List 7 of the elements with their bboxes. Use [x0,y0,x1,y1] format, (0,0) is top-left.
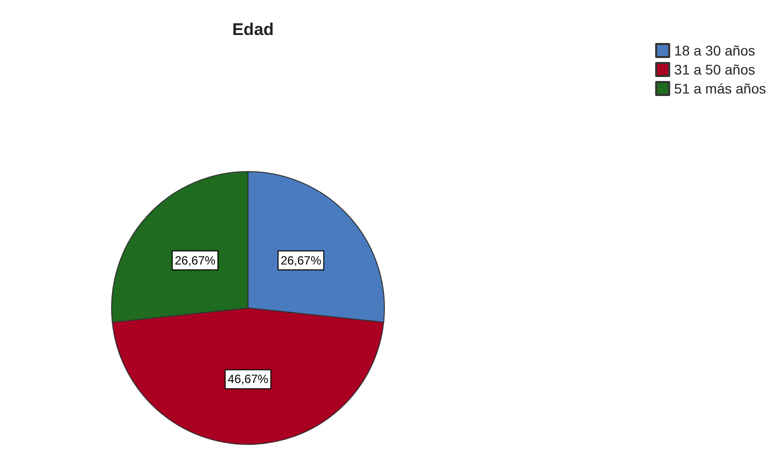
chart-title: Edad [232,20,274,39]
data-label: 26,67% [174,253,216,268]
legend-label: 31 a 50 años [674,62,756,78]
legend-label: 51 a más años [674,80,766,96]
data-label: 46,67% [228,372,269,386]
legend-label: 18 a 30 años [674,42,756,58]
data-label: 26,67% [280,253,322,268]
